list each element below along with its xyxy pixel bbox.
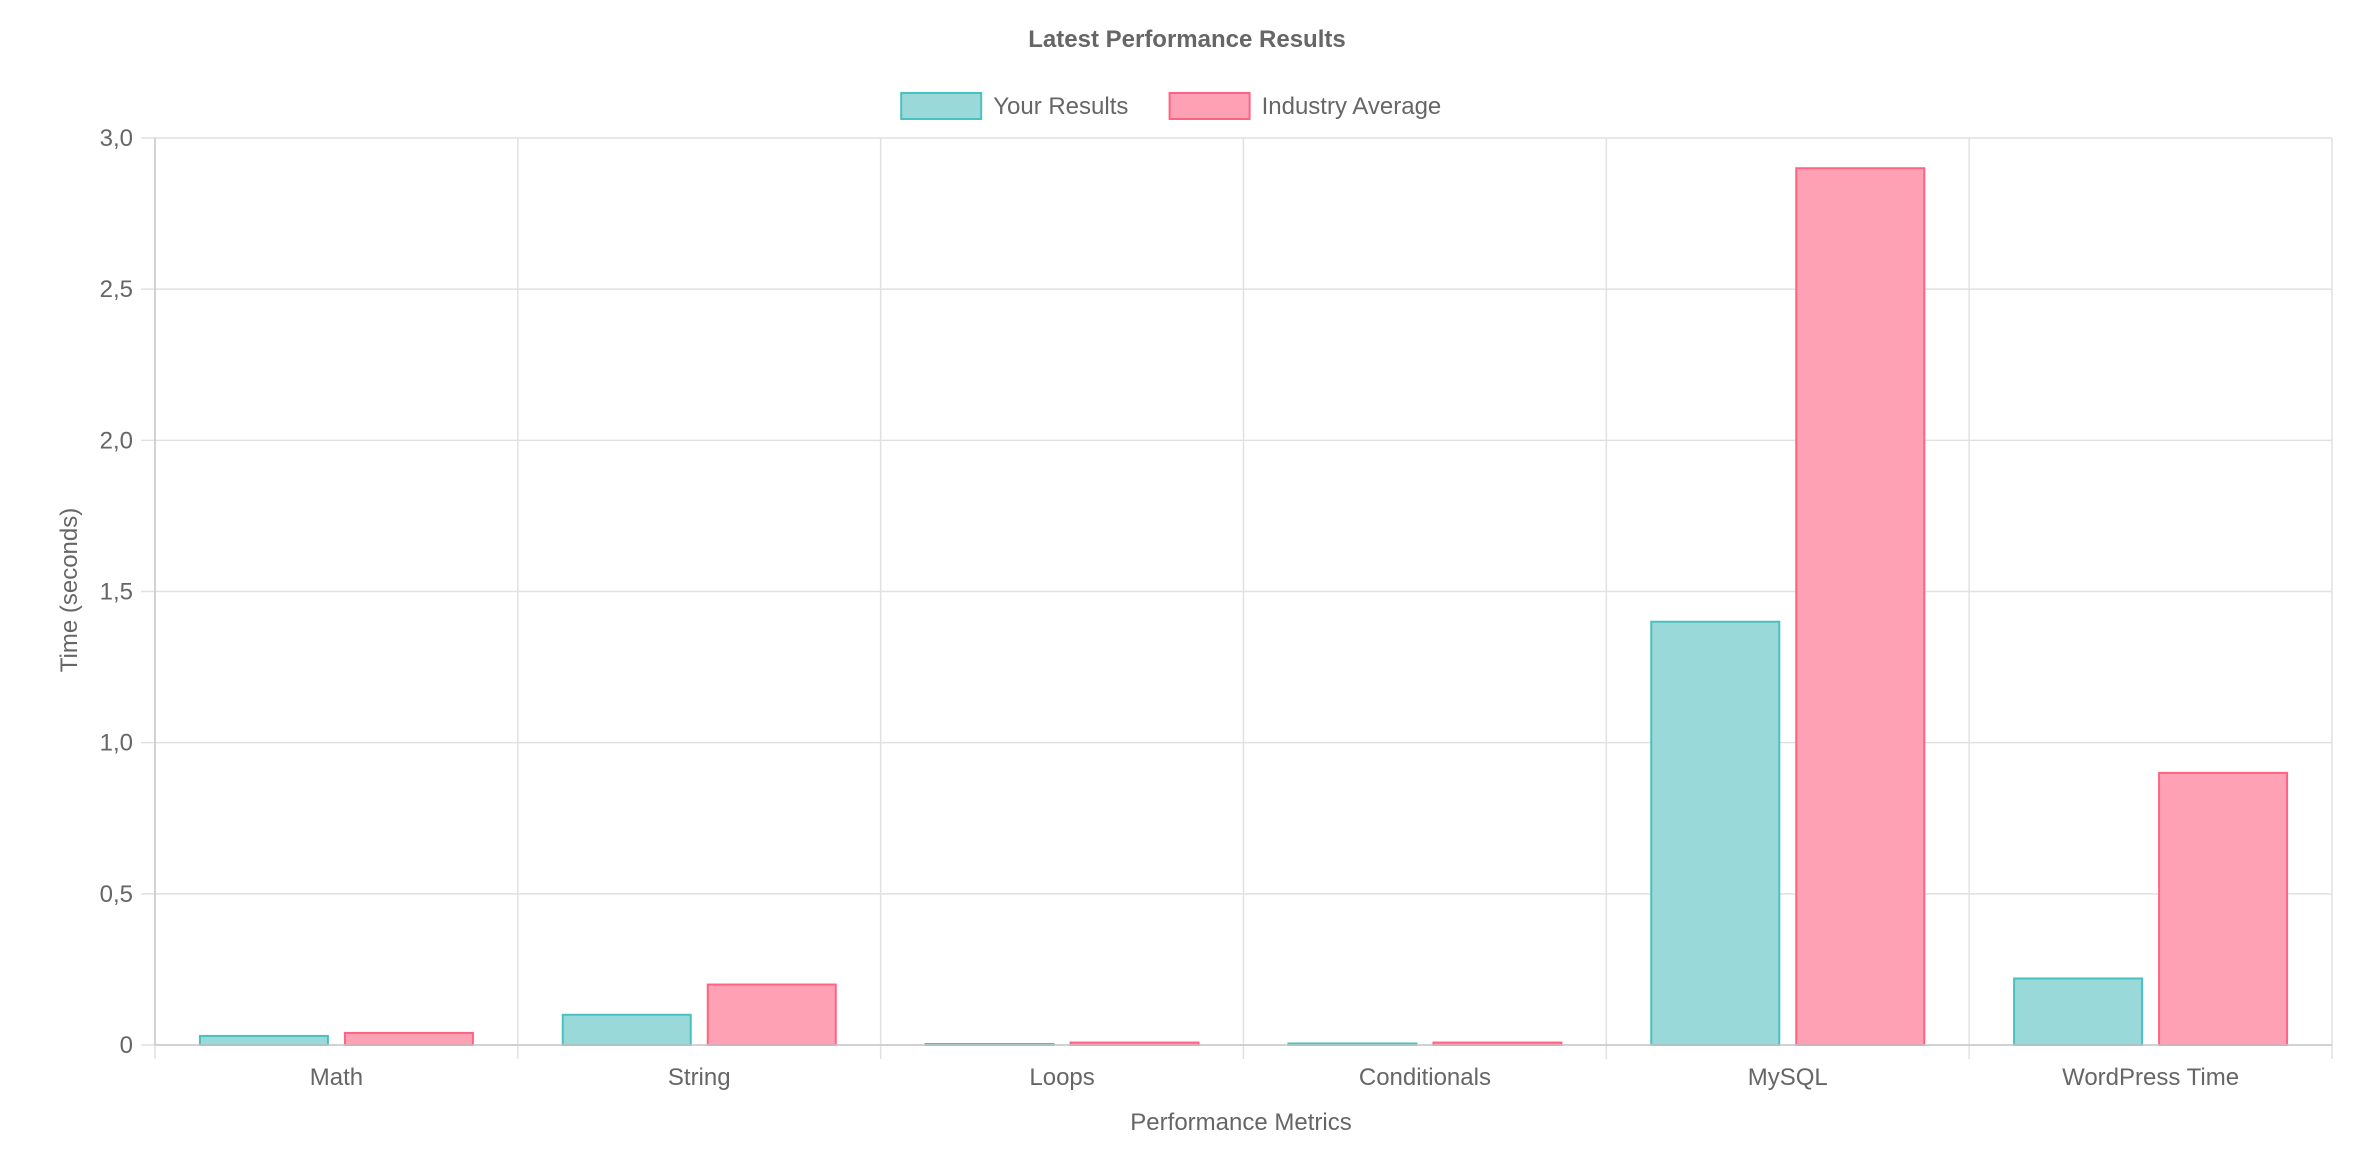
bar-industry-average[interactable]	[706, 983, 837, 1046]
bar-your-results[interactable]	[2013, 977, 2144, 1047]
bar-industry-average[interactable]	[1795, 167, 1926, 1046]
x-tick-label: MySQL	[1748, 1064, 1828, 1091]
x-tick-label: Conditionals	[1359, 1064, 1491, 1091]
axes: 0 0,5 1,0 1,5 2,0 2,5 3,0 Math String Loops Condit…	[100, 125, 2332, 1091]
y-tick-label: 3,0	[100, 125, 133, 152]
legend-swatch	[900, 92, 983, 120]
y-tick-label: 1,0	[100, 730, 133, 757]
y-tick-label: 2,0	[100, 427, 133, 454]
legend-item[interactable]: Industry Average	[1168, 92, 1442, 120]
legend-label: Your Results	[993, 93, 1128, 120]
legend-swatch	[1168, 92, 1251, 120]
legend-label: Industry Average	[1262, 93, 1442, 120]
legend-item[interactable]: Your Results	[900, 92, 1128, 120]
y-tick-label: 1,5	[100, 579, 133, 606]
y-tick-label: 2,5	[100, 276, 133, 303]
bar-your-results[interactable]	[1650, 620, 1781, 1046]
chart-title: Latest Performance Results	[1028, 26, 1345, 53]
bar-industry-average[interactable]	[2158, 771, 2289, 1047]
x-axis-title: Performance Metrics	[1130, 1109, 1351, 1136]
bar-your-results[interactable]	[561, 1013, 692, 1046]
y-axis-title: Time (seconds)	[56, 508, 83, 672]
x-tick-label: Math	[310, 1064, 363, 1091]
x-tick-label: Loops	[1029, 1064, 1094, 1091]
bar-industry-average[interactable]	[343, 1031, 474, 1046]
y-tick-label: 0	[120, 1032, 133, 1059]
x-tick-label: String	[668, 1064, 731, 1091]
x-tick-label: WordPress Time	[2062, 1064, 2239, 1091]
bar-your-results[interactable]	[198, 1034, 329, 1047]
grid	[141, 137, 2333, 1059]
legend[interactable]: Your Results Industry Average	[900, 92, 1442, 120]
y-tick-label: 0,5	[100, 881, 133, 908]
